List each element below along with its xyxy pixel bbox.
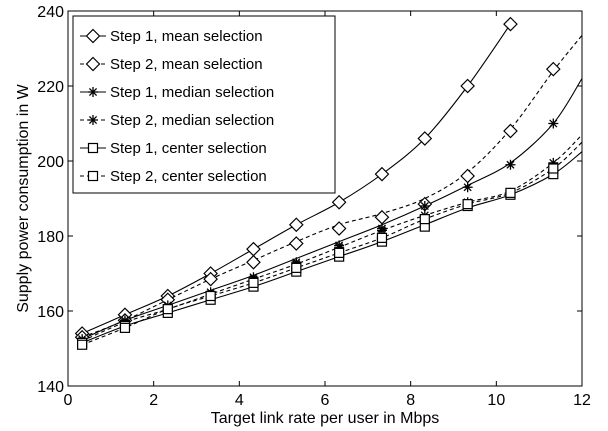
x-axis-label: Target link rate per user in Mbps: [211, 410, 440, 427]
legend-label: Step 1, median selection: [110, 84, 274, 101]
data-point-series-6-9: [419, 214, 430, 225]
data-point-series-3-10: [462, 182, 473, 193]
legend-marker: [85, 28, 101, 44]
data-point-series-6-4: [205, 290, 216, 302]
y-axis-label: Supply power consumption in W: [15, 83, 32, 312]
legend-label: Step 1, mean selection: [110, 28, 263, 45]
data-point-series-3-11: [505, 159, 516, 170]
data-point-series-1-10: [460, 78, 475, 94]
data-point-series-6-8: [376, 232, 388, 243]
legend: Step 1, mean selection Step 2, mean selec…: [72, 15, 336, 194]
data-point-series-2-4: [203, 271, 218, 287]
axis-ticks: 0 2 4 6 8 10 12 140 160 180 200 220 240: [37, 4, 591, 409]
data-point-series-6-7: [334, 247, 345, 258]
data-point-series-2-11: [503, 123, 518, 139]
x-tick-label: 12: [573, 392, 591, 409]
legend-marker: [85, 56, 101, 72]
x-tick-label: 4: [235, 392, 244, 409]
data-point-series-1-6: [288, 217, 304, 233]
legend-entry-2: Step 2, mean selection: [80, 56, 263, 73]
legend-label: Step 2, mean selection: [110, 56, 263, 73]
data-point-series-2-6: [288, 236, 304, 251]
x-tick-label: 8: [406, 392, 415, 409]
x-tick-label: 6: [321, 392, 330, 409]
legend-entry-4: Step 2, median selection: [80, 112, 274, 129]
data-point-series-6-3: [162, 304, 173, 315]
legend-entry-6: Step 2, center selection: [80, 168, 267, 185]
legend-marker: [88, 115, 98, 125]
data-point-series-2-7: [331, 221, 347, 236]
legend-label: Step 1, center selection: [110, 140, 267, 157]
legend-box: [72, 15, 336, 194]
legend-label: Step 2, center selection: [110, 168, 267, 185]
legend-marker: [87, 170, 99, 182]
data-point-series-3-12: [548, 118, 559, 129]
data-point-series-2-12: [545, 61, 561, 77]
data-point-series-6-12: [548, 163, 559, 174]
data-point-series-1-9: [417, 131, 433, 146]
legend-label: Step 2, median selection: [110, 112, 274, 129]
data-point-series-6-5: [248, 277, 259, 288]
data-point-series-6-2: [119, 322, 131, 333]
legend-marker: [88, 87, 98, 97]
data-point-series-6-10: [462, 199, 473, 210]
x-tick-label: 0: [64, 392, 73, 409]
legend-entry-3: Step 1, median selection: [80, 84, 274, 101]
y-tick-label: 160: [37, 304, 64, 321]
data-point-series-6-6: [291, 262, 302, 273]
y-tick-label: 240: [37, 4, 64, 21]
legend-entry-5: Step 1, center selection: [80, 140, 267, 157]
data-point-series-1-7: [331, 194, 347, 210]
data-point-series-2-5: [246, 254, 261, 270]
y-tick-label: 180: [37, 229, 64, 246]
data-point-series-1-8: [374, 166, 390, 182]
y-tick-label: 140: [37, 379, 64, 396]
y-tick-label: 220: [37, 79, 64, 96]
x-tick-label: 10: [487, 392, 505, 409]
legend-marker: [87, 142, 99, 154]
x-tick-label: 2: [149, 392, 158, 409]
data-point-series-6-11: [505, 187, 516, 198]
data-point-series-1-11: [503, 16, 518, 32]
data-point-series-6-1: [77, 339, 88, 350]
series-markers: [74, 16, 561, 350]
y-tick-label: 200: [37, 154, 64, 171]
data-point-series-3-9: [419, 201, 430, 211]
legend-entry-1: Step 1, mean selection: [80, 28, 263, 45]
